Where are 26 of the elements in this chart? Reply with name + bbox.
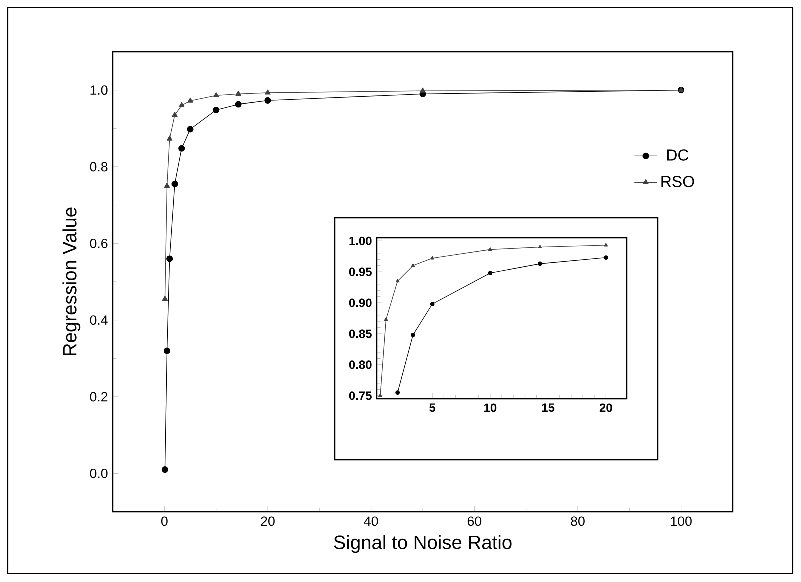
- legend-label: RSO: [662, 176, 694, 188]
- x-tick-label: 0: [161, 516, 168, 526]
- y-tick-label: 0.0: [90, 468, 108, 478]
- y-tick-label: 0.90: [349, 298, 372, 308]
- y-tick-label: 0.2: [90, 392, 108, 402]
- x-tick-label: 10: [484, 404, 497, 412]
- x-axis-title: Signal to Noise Ratio: [334, 535, 512, 554]
- y-axis-title: Regression Value: [62, 208, 81, 356]
- x-tick-label: 20: [600, 404, 612, 412]
- y-tick-label: 0.8: [90, 162, 108, 172]
- y-tick-label: 0.80: [349, 360, 372, 370]
- y-tick-label: 1.0: [90, 86, 108, 96]
- legend-label: DC: [667, 150, 689, 161]
- y-tick-label: 0.6: [90, 238, 108, 248]
- y-tick-label: 0.4: [90, 316, 108, 326]
- x-tick-label: 100: [671, 516, 692, 526]
- y-tick-label: 0.85: [349, 330, 372, 338]
- x-tick-label: 40: [364, 516, 378, 526]
- x-tick-label: 15: [542, 404, 555, 412]
- x-tick-label: 20: [261, 516, 275, 526]
- y-tick-label: 0.95: [349, 268, 372, 276]
- x-tick-label: 5: [430, 404, 436, 412]
- x-tick-label: 60: [468, 516, 482, 526]
- x-tick-label: 80: [571, 516, 585, 526]
- y-tick-label: 0.75: [349, 392, 372, 400]
- y-tick-label: 1.00: [350, 236, 372, 246]
